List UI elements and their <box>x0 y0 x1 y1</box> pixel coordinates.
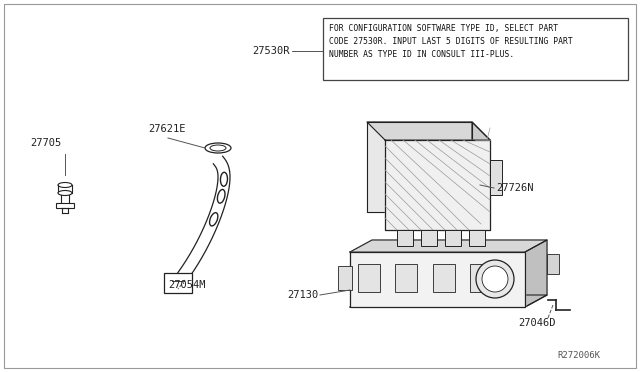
Bar <box>433 264 454 292</box>
Polygon shape <box>367 122 490 140</box>
Polygon shape <box>472 122 490 230</box>
Ellipse shape <box>476 260 514 298</box>
Text: 27726N: 27726N <box>496 183 534 193</box>
Polygon shape <box>525 240 547 307</box>
Text: 27054M: 27054M <box>168 280 205 290</box>
Text: 27046D: 27046D <box>518 318 556 328</box>
Bar <box>547 254 559 274</box>
Ellipse shape <box>210 145 226 151</box>
Text: 27530R: 27530R <box>253 46 290 56</box>
Bar <box>421 230 437 246</box>
Text: 27705: 27705 <box>30 138 61 148</box>
Ellipse shape <box>58 183 72 187</box>
Bar <box>470 264 492 292</box>
Bar <box>396 264 417 292</box>
Ellipse shape <box>58 190 72 196</box>
Polygon shape <box>350 240 547 252</box>
Bar <box>164 273 192 293</box>
Bar <box>358 264 380 292</box>
Text: FOR CONFIGURATION SOFTWARE TYPE ID, SELECT PART
CODE 27530R. INPUT LAST 5 DIGITS: FOR CONFIGURATION SOFTWARE TYPE ID, SELE… <box>329 24 573 59</box>
Polygon shape <box>350 252 525 307</box>
Text: 27621E: 27621E <box>148 124 186 134</box>
Bar <box>338 266 352 290</box>
Bar <box>56 203 74 208</box>
Ellipse shape <box>205 143 231 153</box>
Text: 27130: 27130 <box>287 290 318 300</box>
Bar <box>397 230 413 246</box>
Bar <box>445 230 461 246</box>
Polygon shape <box>385 140 490 230</box>
Ellipse shape <box>482 266 508 292</box>
Ellipse shape <box>209 213 218 226</box>
Bar <box>469 230 485 246</box>
Bar <box>323 18 628 80</box>
Ellipse shape <box>220 172 227 186</box>
Text: R272006K: R272006K <box>557 351 600 360</box>
Ellipse shape <box>218 189 225 203</box>
Bar <box>490 160 502 195</box>
Polygon shape <box>367 122 472 212</box>
Polygon shape <box>350 295 547 307</box>
